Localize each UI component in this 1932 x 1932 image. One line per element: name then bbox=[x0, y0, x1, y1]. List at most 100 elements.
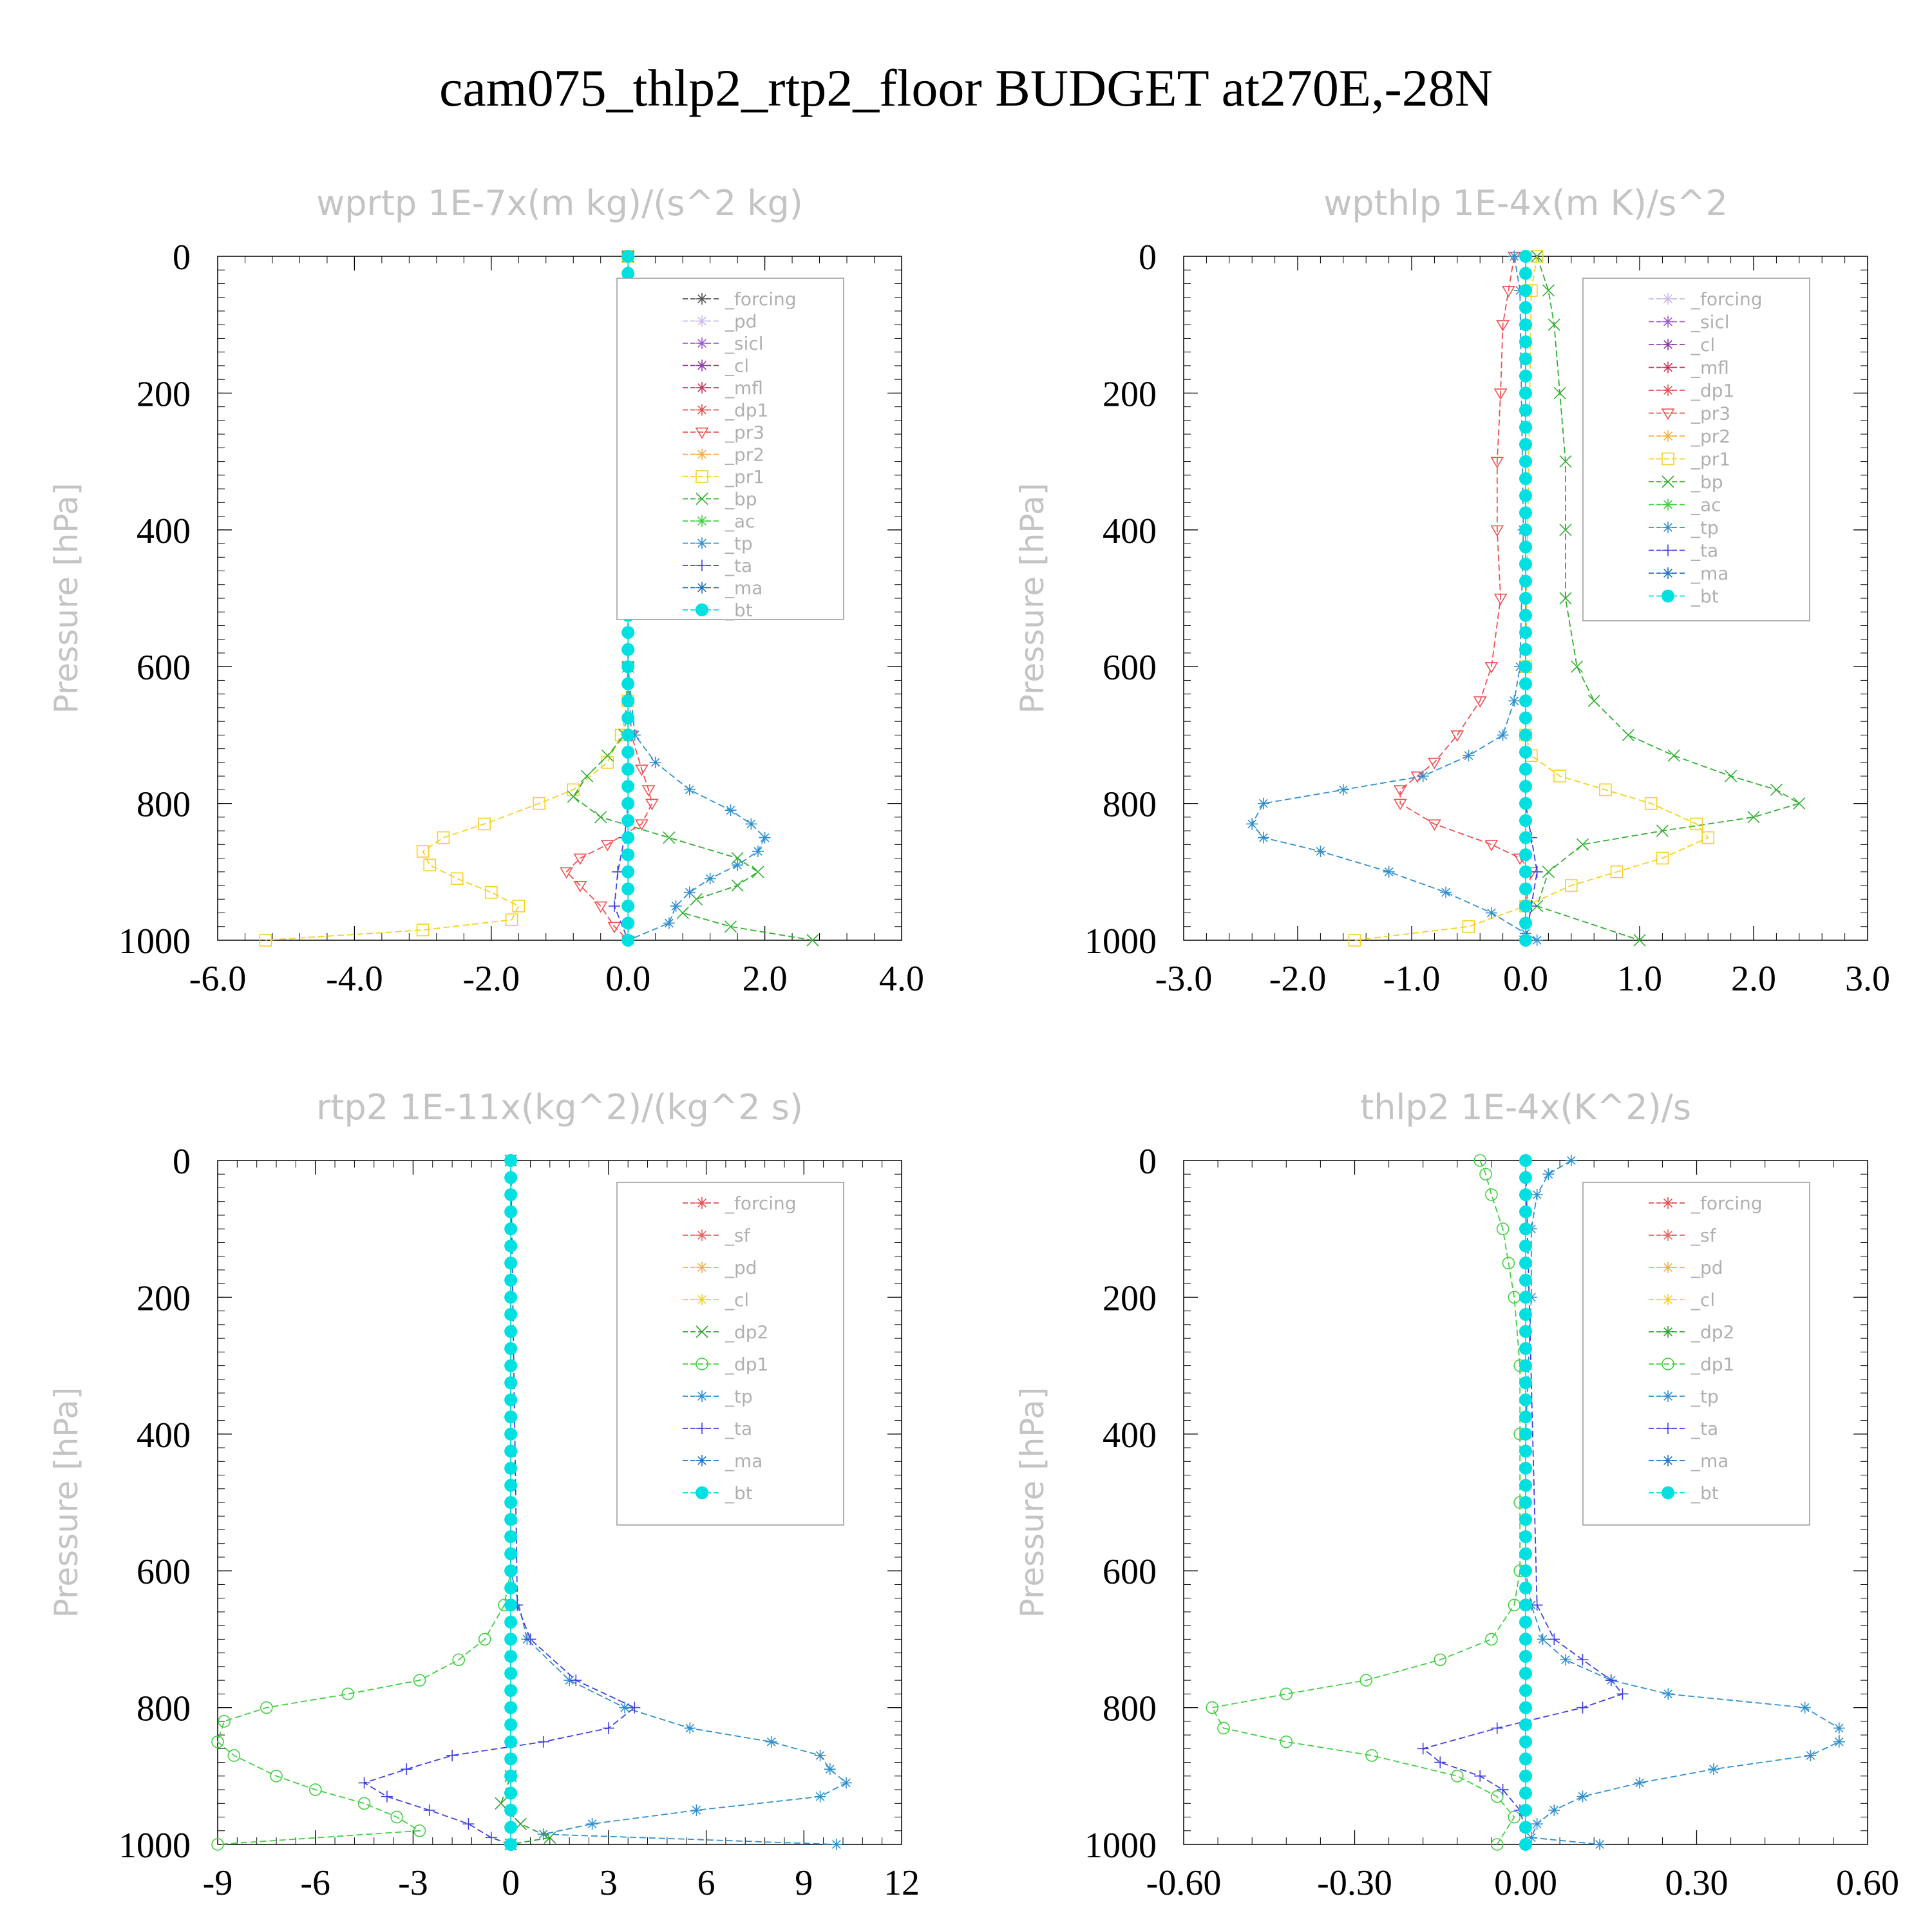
legend-marker bbox=[696, 315, 708, 327]
data-point bbox=[745, 818, 757, 830]
data-point bbox=[1548, 318, 1560, 331]
data-point bbox=[1548, 1633, 1560, 1645]
data-point bbox=[1519, 677, 1532, 690]
data-point bbox=[621, 762, 635, 776]
x-tick-label: 0.30 bbox=[1665, 1863, 1728, 1903]
data-point bbox=[1519, 369, 1532, 383]
data-point bbox=[560, 867, 574, 879]
legend-label: _ma bbox=[724, 578, 762, 599]
data-point bbox=[621, 848, 635, 862]
x-tick-label: -0.60 bbox=[1146, 1863, 1222, 1903]
legend-label: _forcing bbox=[724, 289, 797, 310]
data-point bbox=[1559, 524, 1572, 536]
data-point bbox=[211, 1735, 224, 1748]
data-point bbox=[504, 1752, 518, 1766]
data-point bbox=[1519, 335, 1532, 348]
legend-label: _mfl bbox=[724, 377, 763, 399]
data-point bbox=[573, 853, 587, 866]
data-point bbox=[645, 799, 659, 811]
data-point bbox=[1519, 694, 1532, 708]
data-point bbox=[504, 1222, 518, 1236]
y-tick-label: 400 bbox=[1103, 1416, 1157, 1455]
data-point bbox=[1565, 1155, 1577, 1166]
x-tick-label: 9 bbox=[795, 1863, 813, 1903]
data-point bbox=[724, 804, 737, 817]
data-point bbox=[390, 1810, 403, 1824]
y-tick-label: 1000 bbox=[1084, 922, 1157, 961]
x-tick-label: 6 bbox=[697, 1863, 715, 1903]
data-point bbox=[1508, 251, 1520, 262]
legend-box bbox=[616, 278, 844, 620]
data-point bbox=[1656, 851, 1669, 865]
data-point bbox=[308, 1783, 322, 1796]
legend-marker bbox=[1662, 544, 1674, 556]
data-point bbox=[1451, 1770, 1464, 1783]
x-tick-label: 3 bbox=[600, 1863, 618, 1903]
data-point bbox=[1484, 662, 1499, 674]
data-point bbox=[484, 886, 498, 899]
data-point bbox=[1553, 770, 1566, 782]
legend-label: _ac bbox=[724, 511, 755, 532]
legend-marker bbox=[1662, 1486, 1674, 1499]
data-point bbox=[608, 900, 620, 912]
data-point bbox=[504, 1205, 518, 1218]
legend-marker bbox=[696, 1390, 708, 1402]
data-point bbox=[629, 1701, 641, 1714]
y-tick-label: 1000 bbox=[1084, 1826, 1157, 1866]
legend: _forcing _sf _pd _cl _dp2 _dp1 _tp _ta _ma _bt bbox=[616, 1182, 844, 1526]
data-point bbox=[621, 694, 635, 708]
legend-label: _forcing bbox=[1690, 289, 1763, 310]
data-point bbox=[1542, 284, 1555, 297]
data-point bbox=[1519, 711, 1532, 724]
data-point bbox=[504, 1427, 518, 1441]
legend-label: _pd bbox=[1690, 1257, 1723, 1278]
data-point bbox=[1473, 1154, 1486, 1167]
panel-title: thlp2 1E-4x(K^2)/s bbox=[1360, 1087, 1691, 1128]
legend-label: _dp1 bbox=[724, 400, 768, 421]
x-tick-label: 0.60 bbox=[1836, 1863, 1899, 1903]
data-point bbox=[1519, 1154, 1532, 1167]
data-point bbox=[1519, 1701, 1532, 1714]
data-point bbox=[504, 1701, 518, 1714]
series-line bbox=[363, 1160, 636, 1845]
data-point bbox=[437, 831, 450, 844]
legend-marker bbox=[696, 337, 708, 349]
data-point bbox=[1833, 1736, 1845, 1748]
data-point bbox=[512, 900, 526, 913]
legend-label: _cl bbox=[724, 1289, 749, 1311]
data-point bbox=[621, 745, 635, 759]
data-point bbox=[621, 660, 635, 674]
data-point bbox=[504, 1547, 518, 1560]
data-point bbox=[1519, 1649, 1532, 1663]
data-point bbox=[1725, 770, 1738, 782]
data-point bbox=[1747, 811, 1760, 824]
legend: _forcing_pd_sicl_cl_mfl_dp1_pr3_pr2_pr1_… bbox=[616, 278, 844, 621]
data-point bbox=[504, 1838, 518, 1851]
y-tick-label: 1000 bbox=[118, 922, 191, 961]
legend-label: _tp bbox=[724, 533, 753, 554]
data-point bbox=[505, 913, 518, 926]
data-point bbox=[1519, 728, 1532, 742]
data-point bbox=[504, 1530, 518, 1544]
data-point bbox=[1519, 557, 1532, 571]
legend-marker bbox=[696, 293, 708, 305]
y-axis-label: Pressure [hPa] bbox=[48, 483, 85, 714]
legend-marker bbox=[696, 1229, 708, 1241]
data-point bbox=[840, 1777, 853, 1789]
data-point bbox=[663, 831, 676, 844]
data-point bbox=[765, 1736, 777, 1748]
data-point bbox=[1519, 1393, 1532, 1406]
data-point bbox=[1565, 879, 1578, 892]
data-point bbox=[1610, 866, 1624, 878]
data-point bbox=[570, 1674, 582, 1687]
data-point bbox=[1440, 886, 1452, 898]
legend-box bbox=[616, 1182, 844, 1526]
data-point bbox=[1519, 1205, 1532, 1218]
y-tick-label: 600 bbox=[1103, 648, 1157, 688]
data-point bbox=[1519, 1239, 1532, 1253]
data-point bbox=[504, 1461, 518, 1475]
x-tick-label: -3 bbox=[398, 1863, 428, 1903]
data-point bbox=[1577, 1701, 1589, 1714]
data-point bbox=[260, 1701, 273, 1714]
x-tick-label: -2.0 bbox=[1269, 959, 1327, 999]
